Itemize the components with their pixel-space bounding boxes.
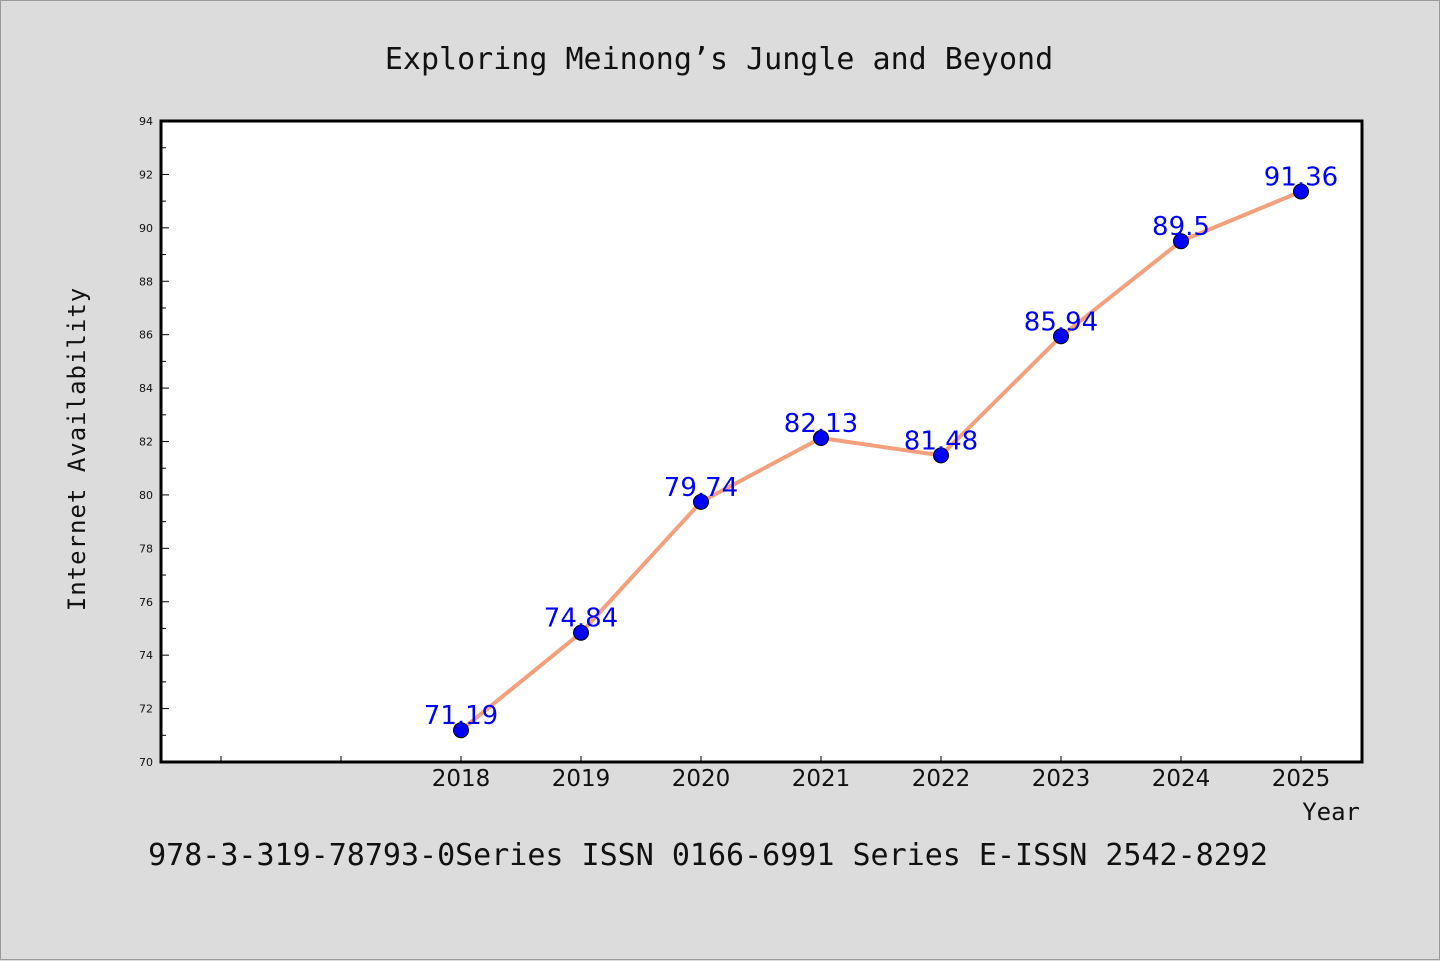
data-point-2025 xyxy=(1293,183,1309,200)
y-tick-label: 74 xyxy=(139,649,153,662)
x-tick-label: 2023 xyxy=(1032,766,1091,792)
plot-area xyxy=(159,119,1364,764)
y-tick-label: 72 xyxy=(139,703,153,716)
data-label-2024: 89.5 xyxy=(1152,212,1210,242)
chart-title: Exploring Meinong’s Jungle and Beyond xyxy=(385,42,1053,77)
y-tick-label: 90 xyxy=(139,222,153,235)
y-tick-label: 94 xyxy=(139,115,153,128)
data-label-2022: 81.48 xyxy=(904,426,978,456)
x-axis-label: Year xyxy=(1302,798,1360,826)
data-label-2019: 74.84 xyxy=(544,604,618,634)
x-tick-label: 2022 xyxy=(912,766,971,792)
y-axis-ticks: 70 72 74 76 78 80 82 84 86 88 90 92 94 xyxy=(139,115,169,769)
data-label-2021: 82.13 xyxy=(784,409,858,439)
y-tick-label: 84 xyxy=(139,382,153,395)
x-tick-label: 2020 xyxy=(672,766,731,792)
x-tick-label: 2021 xyxy=(792,766,851,792)
y-tick-label: 70 xyxy=(139,756,153,769)
y-tick-label: 88 xyxy=(139,275,153,288)
series-markers xyxy=(453,183,1309,739)
data-label-2020: 79.74 xyxy=(664,473,738,503)
data-point-2019 xyxy=(573,624,589,641)
data-label-2018: 71.19 xyxy=(424,701,498,731)
y-tick-label: 92 xyxy=(139,168,153,181)
data-point-2018 xyxy=(453,722,469,739)
data-labels: 71.19 74.84 79.74 82.13 81.48 85.94 89.5 91.36 xyxy=(424,163,1338,732)
x-tick-label: 2024 xyxy=(1152,766,1211,792)
data-point-2021 xyxy=(813,430,829,447)
y-tick-label: 80 xyxy=(139,489,153,502)
y-tick-label: 78 xyxy=(139,542,153,555)
data-point-2024 xyxy=(1173,233,1189,250)
data-point-2023 xyxy=(1053,328,1069,345)
footer-isbn-text: 978-3-319-78793-0Series ISSN 0166-6991 S… xyxy=(148,838,1268,873)
y-tick-label: 86 xyxy=(139,329,153,342)
data-label-2025: 91.36 xyxy=(1264,163,1338,193)
y-tick-label: 76 xyxy=(139,596,153,609)
data-point-2022 xyxy=(933,447,949,464)
x-tick-label: 2019 xyxy=(552,766,611,792)
data-label-2023: 85.94 xyxy=(1024,307,1098,337)
data-point-2020 xyxy=(693,493,709,510)
series-line xyxy=(459,189,1302,732)
x-tick-label: 2018 xyxy=(432,766,491,792)
y-axis-label: Internet Availability xyxy=(63,287,91,611)
y-tick-label: 82 xyxy=(139,436,153,449)
x-tick-label: 2025 xyxy=(1272,766,1331,792)
x-axis-ticks: 2018 2019 2020 2021 2022 2023 2024 2025 xyxy=(220,756,1331,792)
